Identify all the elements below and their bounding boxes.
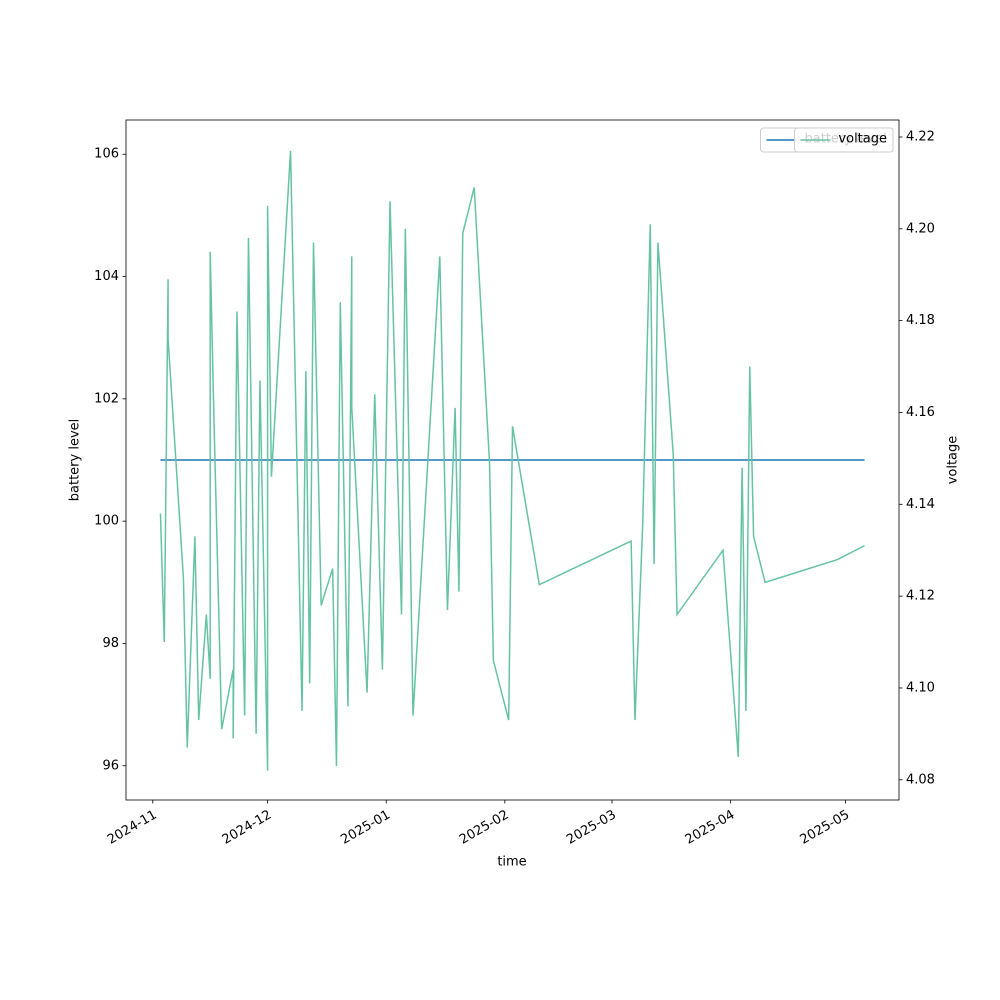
x-tick-label: 2025-01 [338,808,393,848]
x-axis-label: time [497,855,526,870]
x-tick-label: 2025-04 [683,808,738,848]
y2-axis-label: voltage [946,436,961,485]
plot-frame [125,119,900,801]
y-axis-label: battery level [68,419,83,502]
y-tick-label: 104 [94,269,119,284]
y2-tick-label: 4.22 [906,129,935,144]
x-tick-label: 2025-03 [564,808,619,848]
y-tick-label: 106 [94,147,119,162]
x-tick-label: 2025-05 [798,808,853,848]
y-tick-label: 98 [102,636,119,651]
x-tick-label: 2024-12 [220,808,275,848]
legend-label: voltage [838,132,887,147]
y2-tick-label: 4.10 [906,680,935,695]
legend: voltage [793,127,894,153]
x-tick-label: 2025-02 [457,808,512,848]
y-tick-label: 100 [94,514,119,529]
y2-tick-label: 4.16 [906,405,935,420]
y2-tick-label: 4.14 [906,497,935,512]
y2-tick-label: 4.18 [906,313,935,328]
y2-tick-label: 4.12 [906,589,935,604]
line-series [159,150,865,771]
y-tick-label: 102 [94,391,119,406]
y-tick-label: 96 [102,758,119,773]
legend-box [793,127,894,153]
y2-tick-label: 4.08 [906,772,935,787]
y2-tick-label: 4.20 [906,221,935,236]
x-tick-label: 2024-11 [105,808,160,848]
